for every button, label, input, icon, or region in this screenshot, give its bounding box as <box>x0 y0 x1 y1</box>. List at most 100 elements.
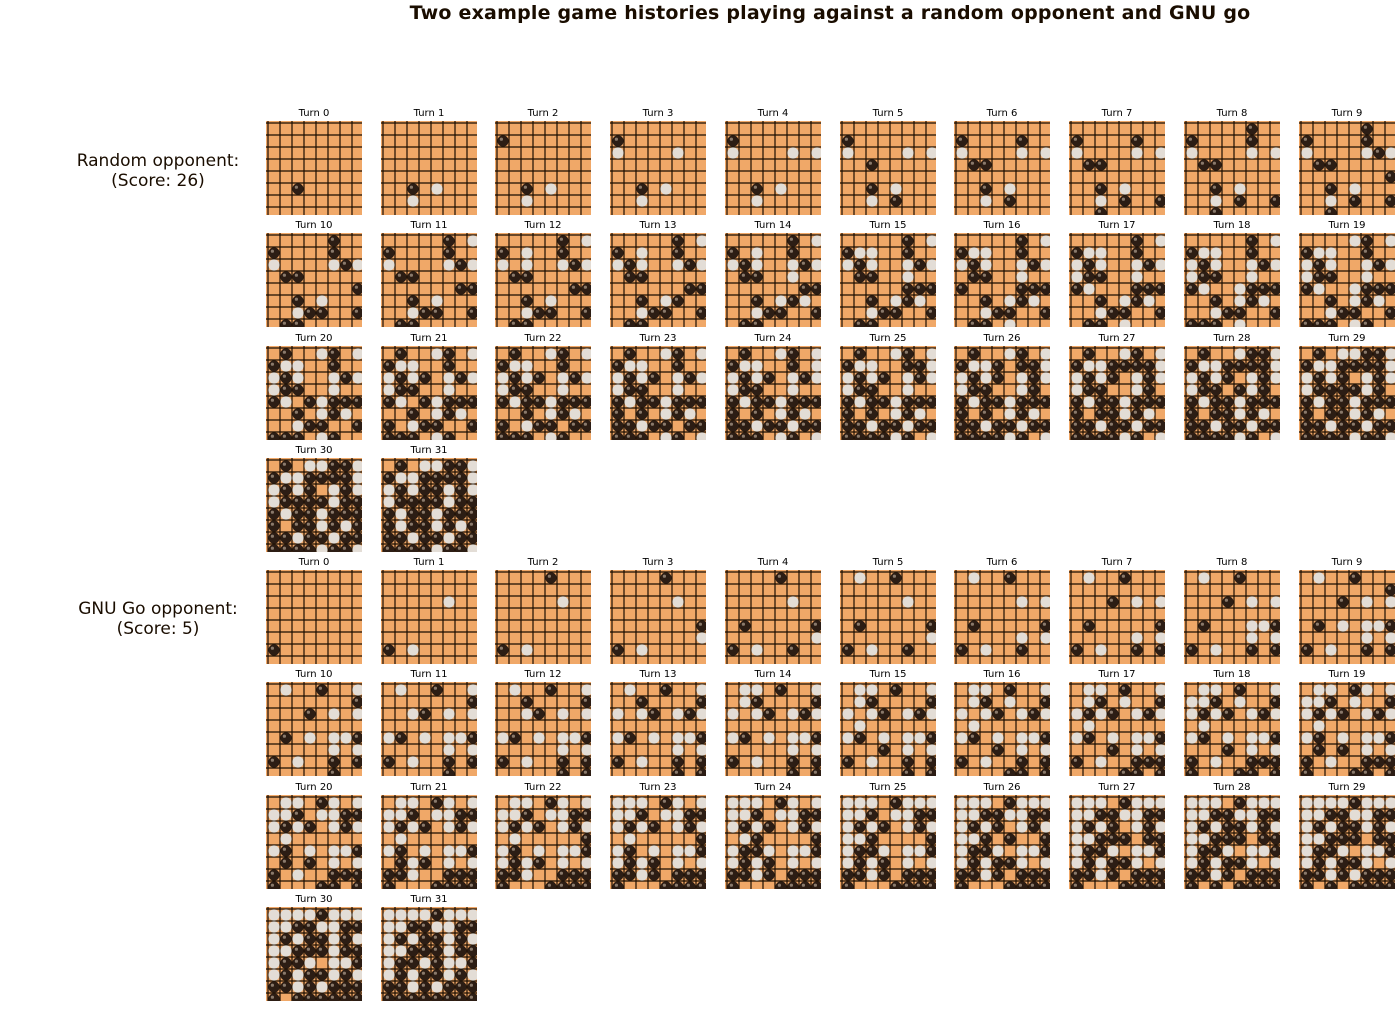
stone-highlight <box>433 534 437 538</box>
stone-highlight <box>1224 859 1228 863</box>
black-stone <box>497 869 509 881</box>
white-stone <box>1270 348 1280 360</box>
stone-highlight <box>354 923 358 927</box>
black-stone <box>1143 756 1155 768</box>
black-stone <box>1258 420 1270 432</box>
black-stone <box>395 544 407 552</box>
white-stone <box>581 684 591 696</box>
stone-highlight <box>1260 386 1264 390</box>
white-stone <box>1246 596 1258 608</box>
stone-highlight <box>1339 434 1343 438</box>
black-stone <box>751 396 763 408</box>
black-stone <box>1071 881 1083 889</box>
white-stone <box>340 732 352 744</box>
stone-highlight <box>1315 422 1319 426</box>
white-stone <box>395 909 407 921</box>
stone-highlight <box>385 983 389 987</box>
stone-highlight <box>1121 799 1125 803</box>
black-stone <box>304 508 316 520</box>
stone-highlight <box>698 871 702 875</box>
black-stone <box>612 644 624 656</box>
stone-highlight <box>892 883 896 887</box>
white-stone <box>854 247 866 259</box>
stone-highlight <box>813 309 817 313</box>
stone-highlight <box>318 422 322 426</box>
black-stone <box>1155 420 1165 432</box>
white-stone <box>1119 809 1131 821</box>
stone-highlight <box>397 959 401 963</box>
stone-highlight <box>1303 321 1307 325</box>
black-stone <box>1337 420 1349 432</box>
black-stone <box>316 909 328 921</box>
black-stone <box>1198 159 1210 171</box>
black-stone <box>1131 295 1143 307</box>
stone-highlight <box>868 161 872 165</box>
white-stone <box>383 809 395 821</box>
black-stone <box>497 432 509 440</box>
white-stone <box>956 372 968 384</box>
white-stone <box>624 809 636 821</box>
black-stone <box>1361 283 1373 295</box>
black-stone <box>1361 235 1373 247</box>
stone-highlight <box>958 398 962 402</box>
white-stone <box>980 372 992 384</box>
stone-highlight <box>1133 237 1137 241</box>
white-stone <box>1131 797 1143 809</box>
figure-title: Two example game histories playing again… <box>409 2 1251 24</box>
white-stone <box>1373 620 1385 632</box>
black-stone <box>1155 809 1165 821</box>
stone-highlight <box>1363 321 1367 325</box>
white-stone <box>1301 809 1313 821</box>
black-stone <box>1071 432 1083 440</box>
black-stone <box>739 845 751 857</box>
black-stone <box>419 945 431 957</box>
white-stone <box>328 921 340 933</box>
stone-highlight <box>354 983 358 987</box>
black-stone <box>1373 384 1385 396</box>
white-stone <box>696 857 706 869</box>
black-stone <box>383 360 395 372</box>
black-stone <box>1143 372 1155 384</box>
white-stone <box>1143 797 1155 809</box>
stone-highlight <box>421 995 425 999</box>
white-stone <box>292 756 304 768</box>
black-stone <box>1095 295 1107 307</box>
stone-highlight <box>1339 386 1343 390</box>
stone-highlight <box>970 350 974 354</box>
black-stone <box>763 396 775 408</box>
black-stone <box>1270 195 1280 207</box>
go-board <box>1069 346 1165 440</box>
stone-highlight <box>789 883 793 887</box>
stone-highlight <box>469 398 473 402</box>
black-stone <box>866 384 878 396</box>
white-stone <box>902 271 914 283</box>
black-stone <box>431 945 443 957</box>
black-stone <box>1119 797 1131 809</box>
white-stone <box>612 845 624 857</box>
stone-highlight <box>729 137 733 141</box>
white-stone <box>890 396 902 408</box>
white-stone <box>1131 596 1143 608</box>
stone-highlight <box>958 883 962 887</box>
stone-highlight <box>385 871 389 875</box>
black-stone <box>775 684 787 696</box>
stone-highlight <box>445 510 449 514</box>
black-stone <box>1373 420 1385 432</box>
stone-highlight <box>662 799 666 803</box>
go-board <box>1069 233 1165 327</box>
black-stone <box>1198 259 1210 271</box>
white-stone <box>1155 596 1165 608</box>
stone-highlight <box>1272 285 1276 289</box>
turn-panel: Turn 15 <box>840 220 955 332</box>
white-stone <box>854 572 866 584</box>
white-stone <box>1234 396 1246 408</box>
white-stone <box>1313 684 1325 696</box>
white-stone <box>352 969 362 981</box>
black-stone <box>328 460 340 472</box>
stone-highlight <box>753 410 757 414</box>
black-stone <box>992 869 1004 881</box>
black-stone <box>383 508 395 520</box>
stone-highlight <box>306 995 310 999</box>
black-stone <box>1373 821 1385 833</box>
white-stone <box>902 809 914 821</box>
